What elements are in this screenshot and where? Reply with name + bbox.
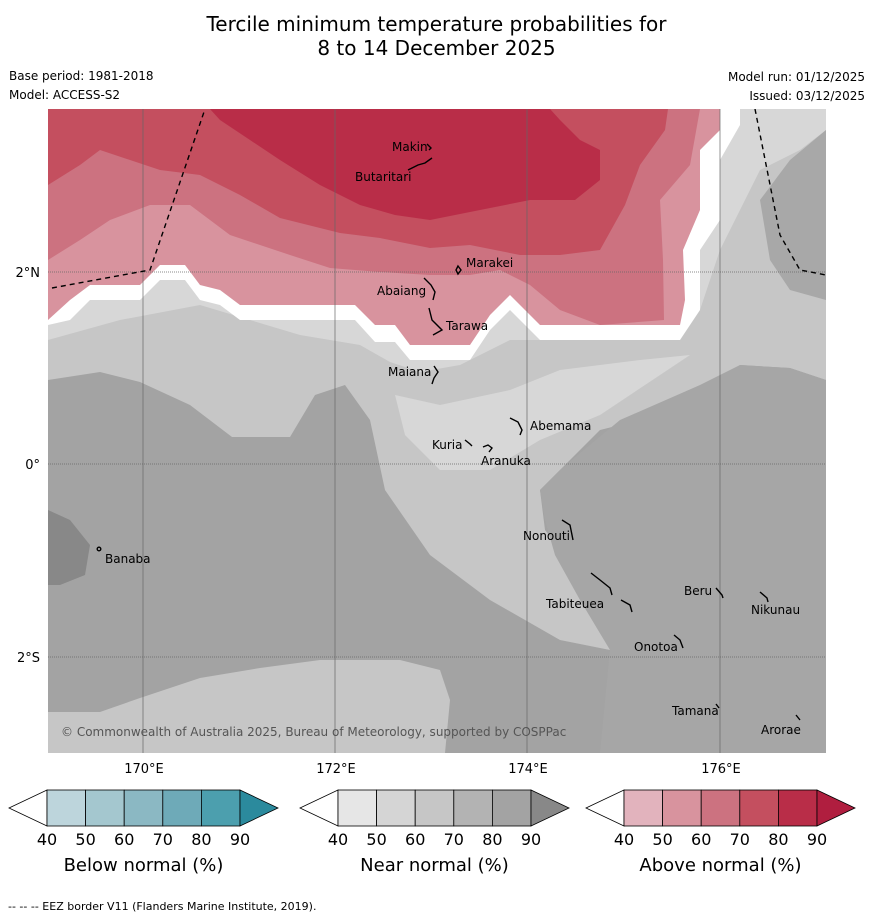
colorbar-segment <box>414 789 455 827</box>
place-abemama: Abemama <box>530 419 591 433</box>
map-fields: Makin Butaritari Marakei Abaiang Tarawa … <box>48 109 826 753</box>
colorbar-tick-label: 90 <box>521 830 541 849</box>
colorbar-segment <box>200 789 241 827</box>
copyright-notice: © Commonwealth of Australia 2025, Bureau… <box>61 725 566 739</box>
colorbar-tick-label: 80 <box>768 830 788 849</box>
colorbars: 40 50 60 70 80 90 Below normal (%) 40 50 60 70 80 90… <box>8 789 856 876</box>
colorbar-tick-label: 90 <box>230 830 250 849</box>
colorbar-segment <box>585 789 625 827</box>
colorbar-label: Above normal (%) <box>639 855 801 876</box>
place-tabiteuea: Tabiteuea <box>545 597 604 611</box>
colorbar-label: Below normal (%) <box>64 855 224 876</box>
lon-label-176e: 176°E <box>701 762 741 777</box>
colorbar-label: Near normal (%) <box>360 855 509 876</box>
eez-border <box>51 109 826 289</box>
model-name: Model: ACCESS-S2 <box>9 88 121 102</box>
title-line-2: 8 to 14 December 2025 <box>317 36 556 60</box>
map-title: Tercile minimum temperature probabilitie… <box>0 12 873 60</box>
place-beru: Beru <box>684 584 712 598</box>
lon-label-172e: 172°E <box>316 762 356 777</box>
colorbar-tick-label: 40 <box>614 830 634 849</box>
lat-label-2n: 2°N <box>16 266 41 281</box>
colorbar-segment <box>299 789 339 827</box>
colorbar-segment <box>8 789 48 827</box>
colorbar-segment <box>453 789 493 827</box>
colorbar-below: 40 50 60 70 80 90 Below normal (%) <box>8 789 279 876</box>
gridlines <box>48 109 826 753</box>
colorbar-segment <box>337 789 377 827</box>
colorbar-near: 40 50 60 70 80 90 Near normal (%) <box>299 789 570 876</box>
colorbar-tick-label: 60 <box>691 830 711 849</box>
place-banaba: Banaba <box>105 552 151 566</box>
base-period: Base period: 1981-2018 <box>9 69 154 83</box>
axis-labels: 2°N 0° 2°S 170°E 172°E 174°E 176°E <box>16 266 741 777</box>
near-normal-50-patch <box>395 355 690 470</box>
lat-label-2s: 2°S <box>17 651 40 666</box>
colorbar-tick-label: 90 <box>807 830 827 849</box>
place-kuria: Kuria <box>432 438 463 452</box>
colorbar-segment <box>123 789 164 827</box>
place-nikunau: Nikunau <box>751 603 800 617</box>
above-normal-80-field <box>210 109 600 220</box>
colorbar-segment <box>662 789 702 827</box>
place-nonouti: Nonouti <box>523 529 570 543</box>
place-arorae: Arorae <box>761 723 801 737</box>
colorbar-segment <box>376 789 416 827</box>
colorbar-tick-label: 70 <box>444 830 464 849</box>
colorbar-segment <box>239 789 279 827</box>
colorbar-tick-label: 60 <box>405 830 425 849</box>
lon-label-170e: 170°E <box>124 762 164 777</box>
colorbar-segment <box>816 789 856 827</box>
place-aranuka: Aranuka <box>481 454 531 468</box>
colorbar-segment <box>46 789 86 827</box>
place-labels: Makin Butaritari Marakei Abaiang Tarawa … <box>105 140 801 737</box>
eez-footnote: -- -- -- EEZ border V11 (Flanders Marine… <box>8 900 317 913</box>
place-abaiang: Abaiang <box>377 284 426 298</box>
place-marakei: Marakei <box>466 256 513 270</box>
place-butaritari: Butaritari <box>355 170 412 184</box>
atolls <box>96 143 801 721</box>
colorbar-segment <box>530 789 570 827</box>
colorbar-segment <box>162 789 202 827</box>
colorbar-tick-label: 50 <box>366 830 386 849</box>
near-normal-90-patch <box>48 510 90 585</box>
near-normal-70-east <box>540 365 826 753</box>
colorbar-tick-label: 40 <box>37 830 57 849</box>
colorbar-segment <box>623 789 663 827</box>
place-onotoa: Onotoa <box>634 640 678 654</box>
colorbar-segment <box>85 789 125 827</box>
colorbar-tick-label: 50 <box>652 830 672 849</box>
colorbar-tick-label: 80 <box>191 830 211 849</box>
title-line-1: Tercile minimum temperature probabilitie… <box>206 12 667 36</box>
colorbar-segment <box>700 789 741 827</box>
colorbar-tick-label: 80 <box>482 830 502 849</box>
near-normal-70-northeast <box>760 130 826 300</box>
colorbar-tick-label: 50 <box>75 830 95 849</box>
place-maiana: Maiana <box>388 365 431 379</box>
colorbar-tick-label: 70 <box>153 830 173 849</box>
colorbar-segment <box>739 789 779 827</box>
lon-label-174e: 174°E <box>508 762 548 777</box>
place-makin: Makin <box>392 140 428 154</box>
place-tarawa: Tarawa <box>445 319 488 333</box>
issued-date: Issued: 03/12/2025 <box>749 89 865 103</box>
colorbar-tick-label: 60 <box>114 830 134 849</box>
colorbar-segment <box>778 789 818 827</box>
near-normal-60-south <box>48 660 450 753</box>
colorbar-tick-label: 40 <box>328 830 348 849</box>
model-run: Model run: 01/12/2025 <box>727 70 865 84</box>
colorbar-segment <box>491 789 532 827</box>
colorbar-above: 40 50 60 70 80 90 Above normal (%) <box>585 789 856 876</box>
place-tamana: Tamana <box>671 704 719 718</box>
colorbar-tick-label: 70 <box>730 830 750 849</box>
lat-label-0: 0° <box>25 458 40 473</box>
